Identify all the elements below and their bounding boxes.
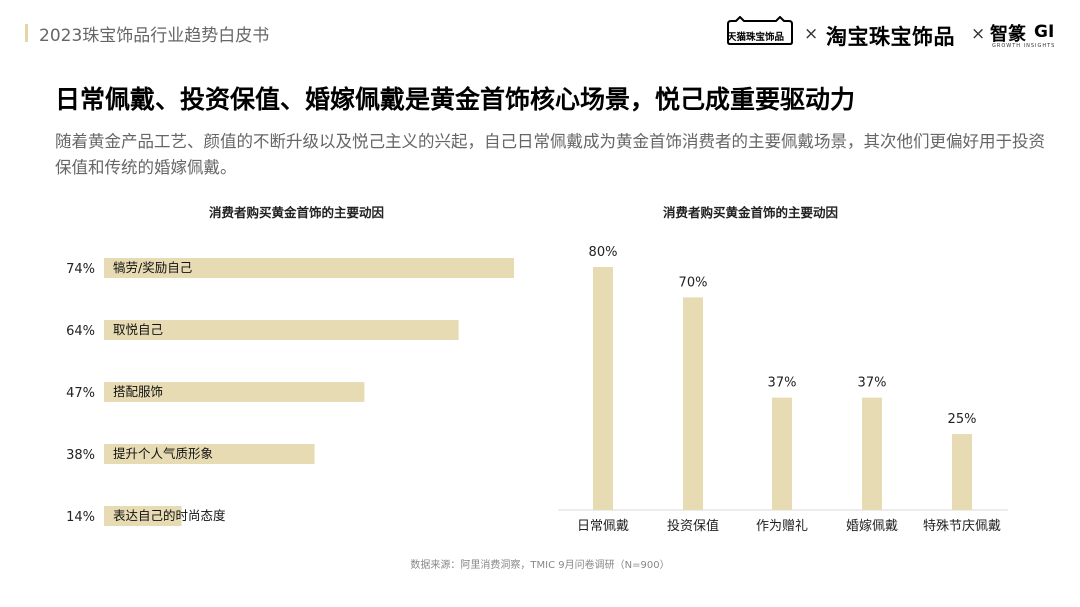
vbar <box>772 397 792 510</box>
vbar-value-label: 37% <box>768 376 797 391</box>
tmall-logo-text: 天猫珠宝饰品 <box>727 32 785 43</box>
hbar <box>104 258 514 278</box>
page-headline: 日常佩戴、投资保值、婚嫁佩戴是黄金首饰核心场景，悦己成重要驱动力 <box>55 85 856 114</box>
hbar-value-label: 14% <box>66 510 95 525</box>
hbar-value-label: 38% <box>66 448 95 463</box>
vbar-value-label: 25% <box>948 412 977 427</box>
vbar <box>862 397 882 510</box>
hbar-category-label: 取悦自己 <box>113 322 163 337</box>
hbar <box>104 444 315 464</box>
hbar-value-label: 64% <box>66 324 95 339</box>
header-accent-bar <box>25 24 28 42</box>
page-subtext: 随着黄金产品工艺、颜值的不断升级以及悦己主义的兴起，自己日常佩戴成为黄金首饰消费… <box>55 132 1045 177</box>
vbar <box>952 434 972 510</box>
hbar-value-label: 47% <box>66 386 95 401</box>
hbar-category-label: 犒劳/奖励自己 <box>113 260 192 275</box>
right-chart-title: 消费者购买黄金首饰的主要动因 <box>663 205 839 220</box>
data-source-note: 数据来源：阿里消费洞察，TMIC 9月问卷调研（N=900） <box>410 560 670 571</box>
vbar-category-label: 投资保值 <box>667 518 719 534</box>
vertical-bar-chart: 80% 日常佩戴 70% 投资保值 37% 作为赠礼 37% 婚嫁佩戴 25% 特殊节庆佩戴 <box>558 245 1008 534</box>
zhisuan-logo: 智篆 <box>990 24 1026 45</box>
hbar <box>104 320 459 340</box>
hbar-category-label: 提升个人气质形象 <box>113 446 213 461</box>
vbar-value-label: 37% <box>858 376 887 391</box>
hbar-value-label: 74% <box>66 262 95 277</box>
horizontal-bar-chart: 74% 犒劳/奖励自己 64% 取悦自己 47% 搭配服饰 38% 提升个人气质形象 14% 表达… <box>66 258 514 526</box>
taobao-logo: 淘宝珠宝饰品 <box>826 25 955 49</box>
hbar-category-label: 搭配服饰 <box>113 384 163 399</box>
vbar-category-label: 作为赠礼 <box>756 518 808 534</box>
vbar <box>593 267 613 510</box>
hbar <box>104 506 182 526</box>
left-chart-title: 消费者购买黄金首饰的主要动因 <box>209 205 385 220</box>
hbar-category-label: 表达自己的时尚态度 <box>113 508 226 523</box>
vbar-value-label: 70% <box>679 275 708 290</box>
tmall-logo-icon <box>727 16 793 45</box>
gi-logo-subtitle: GROWTH INSIGHTS <box>992 43 1056 49</box>
logo-separator: × <box>971 24 986 44</box>
logo-separator: × <box>804 24 819 44</box>
vbar-category-label: 婚嫁佩戴 <box>846 519 898 534</box>
gi-logo: GI <box>1034 22 1055 42</box>
vbar-value-label: 80% <box>589 245 618 260</box>
vbar-category-label: 日常佩戴 <box>577 519 629 534</box>
report-title: 2023珠宝饰品行业趋势白皮书 <box>39 26 270 46</box>
vbar <box>683 297 703 510</box>
hbar <box>104 382 365 402</box>
vbar-category-label: 特殊节庆佩戴 <box>923 519 1001 534</box>
